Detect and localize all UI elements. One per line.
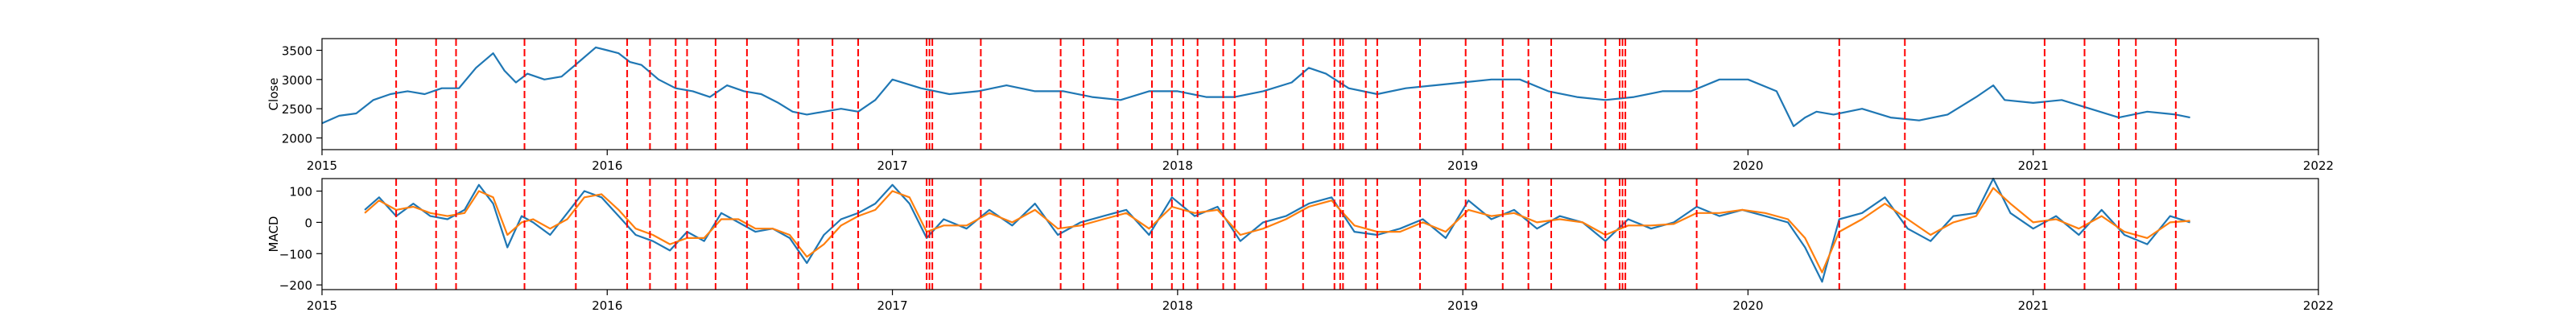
x-tick-label-macd-2: 2017 bbox=[877, 298, 907, 313]
x-tick-label-macd-1: 2016 bbox=[592, 298, 622, 313]
x-tick-label-close-2: 2017 bbox=[877, 158, 907, 173]
y-tick-label-macd-0: −200 bbox=[279, 278, 312, 293]
y-tick-label-macd-1: −100 bbox=[279, 247, 312, 261]
x-tick-label-macd-0: 2015 bbox=[307, 298, 337, 313]
y-tick-label-close-2: 3000 bbox=[282, 73, 312, 88]
y-axis-label-macd: MACD bbox=[266, 216, 281, 253]
y-axis-label-close: Close bbox=[266, 78, 281, 111]
x-tick-label-macd-4: 2019 bbox=[1447, 298, 1478, 313]
axes-frame-macd bbox=[321, 178, 2319, 290]
x-tick-label-close-5: 2020 bbox=[1732, 158, 1763, 173]
y-tick-label-macd-3: 100 bbox=[289, 185, 312, 200]
series-line-close-0 bbox=[321, 46, 2190, 127]
y-tick-label-close-3: 3500 bbox=[282, 44, 312, 59]
axes-frame-close bbox=[321, 38, 2319, 150]
x-tick-label-macd-3: 2018 bbox=[1162, 298, 1193, 313]
x-tick-label-close-0: 2015 bbox=[307, 158, 337, 173]
y-tick-label-macd-2: 0 bbox=[304, 216, 312, 230]
panel-macd: −200 −100 0 100 2015 2016 2017 2018 2019 2020 2021… bbox=[266, 177, 2334, 313]
x-tick-label-macd-6: 2021 bbox=[2018, 298, 2049, 313]
x-tick-label-close-7: 2022 bbox=[2303, 158, 2334, 173]
x-tick-label-close-3: 2018 bbox=[1162, 158, 1193, 173]
y-tick-label-close-0: 2000 bbox=[282, 131, 312, 146]
x-tick-label-macd-5: 2020 bbox=[1732, 298, 1763, 313]
x-tick-label-close-6: 2021 bbox=[2018, 158, 2049, 173]
y-tick-label-close-1: 2500 bbox=[282, 102, 312, 117]
series-line-macd-1 bbox=[364, 187, 2190, 274]
panel-close: 2000 2500 3000 3500 2015 2016 2017 2018 2019 2020… bbox=[266, 38, 2334, 173]
x-tick-label-close-4: 2019 bbox=[1447, 158, 1478, 173]
x-tick-label-close-1: 2016 bbox=[592, 158, 622, 173]
x-tick-label-macd-7: 2022 bbox=[2303, 298, 2334, 313]
